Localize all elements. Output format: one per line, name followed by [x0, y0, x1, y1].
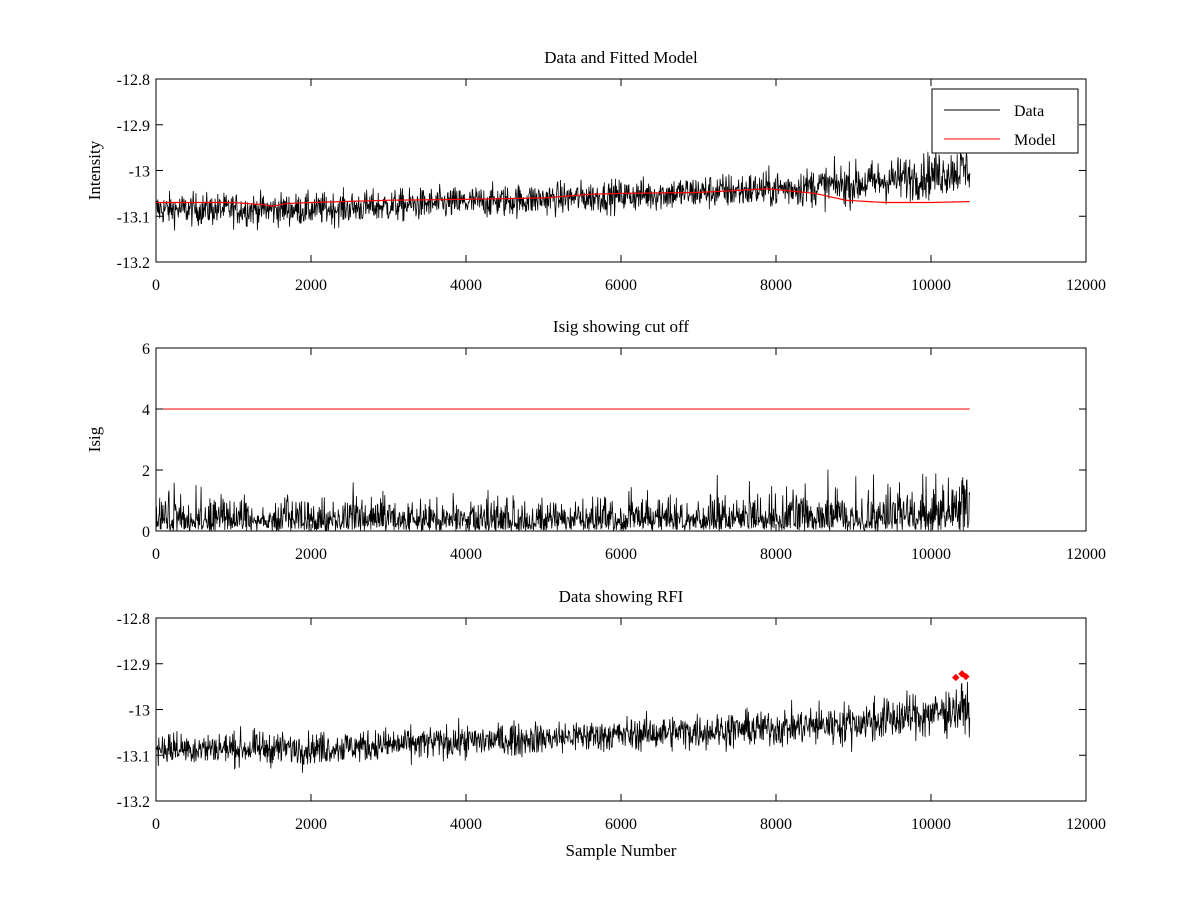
y-tick-label: -13	[129, 164, 150, 181]
y-tick-label: 0	[142, 524, 150, 541]
x-tick-label: 4000	[450, 277, 482, 294]
y-tick-label: -13	[129, 703, 150, 720]
x-tick-label: 4000	[450, 816, 482, 833]
x-tick-label: 12000	[1066, 546, 1106, 563]
panel-title: Data and Fitted Model	[544, 48, 698, 67]
x-tick-label: 0	[152, 546, 160, 563]
panel-title: Isig showing cut off	[553, 317, 689, 336]
panel-title: Data showing RFI	[559, 587, 684, 606]
y-tick-label: -12.9	[117, 657, 150, 674]
rfi-marker	[952, 673, 960, 682]
x-tick-label: 8000	[760, 816, 792, 833]
y-tick-label: -13.2	[117, 794, 150, 811]
legend: Data Model	[931, 88, 1079, 154]
x-tick-label: 0	[152, 277, 160, 294]
x-tick-label: 10000	[911, 546, 951, 563]
legend-box	[931, 88, 1079, 154]
x-tick-label: 2000	[295, 277, 327, 294]
x-tick-label: 0	[152, 816, 160, 833]
x-tick-label: 12000	[1066, 816, 1106, 833]
y-tick-label: -12.9	[117, 118, 150, 135]
y-axis-label: Intensity	[85, 140, 104, 200]
x-tick-label: 2000	[295, 816, 327, 833]
panel-1: 0 2000 4000 6000 8000 10000 12000 -12.8 -12.9 -13…	[85, 48, 1106, 294]
x-axis-label: Sample Number	[566, 841, 677, 860]
y-tick-label: 6	[142, 341, 150, 358]
plot-area	[156, 348, 1086, 531]
x-tick-label: 8000	[760, 277, 792, 294]
y-tick-label: -13.1	[117, 209, 150, 226]
y-axis-label: Isig	[85, 426, 104, 452]
panel-2: 0 2000 4000 6000 8000 10000 12000 0 2 4 6 Isig show…	[85, 317, 1106, 563]
y-tick-label: -12.8	[117, 72, 150, 89]
x-tick-label: 2000	[295, 546, 327, 563]
x-tick-label: 6000	[605, 546, 637, 563]
data-series-line	[156, 469, 971, 531]
legend-entry: Data	[1014, 103, 1044, 120]
data-series-line	[156, 149, 971, 231]
x-tick-label: 10000	[911, 816, 951, 833]
plot-marks	[156, 149, 971, 231]
x-tick-label: 10000	[911, 277, 951, 294]
x-tick-label: 12000	[1066, 277, 1106, 294]
plot-marks	[156, 681, 971, 773]
y-tick-label: 2	[142, 463, 150, 480]
y-tick-label: 4	[142, 402, 150, 419]
y-tick-label: -13.1	[117, 748, 150, 765]
x-tick-label: 8000	[760, 546, 792, 563]
y-tick-label: -13.2	[117, 255, 150, 272]
x-tick-label: 6000	[605, 816, 637, 833]
legend-entry: Model	[1014, 132, 1056, 149]
y-tick-label: -12.8	[117, 611, 150, 628]
x-tick-label: 4000	[450, 546, 482, 563]
data-series-line	[156, 681, 971, 773]
rfi-marker	[962, 672, 970, 681]
panel-3: 0 2000 4000 6000 8000 10000 12000 -12.8 -12.9 -13…	[117, 587, 1106, 860]
x-tick-label: 6000	[605, 277, 637, 294]
plot-marks	[156, 408, 971, 531]
model-series-line	[156, 188, 970, 207]
